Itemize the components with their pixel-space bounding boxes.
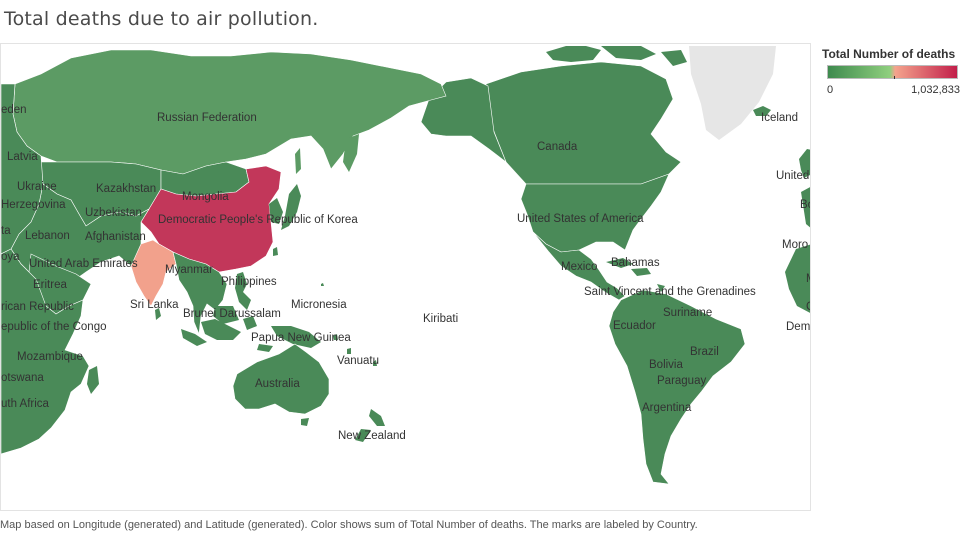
legend-tick [894,76,895,79]
country-india[interactable] [130,239,177,307]
label-brunei: Brunei Darussalam [183,308,281,320]
label-paraguay: Paraguay [657,375,706,387]
label-herzegovina: Herzegovina [1,199,66,211]
label-png: Papua New Guinea [251,332,351,344]
label-dem: Dem [786,321,810,333]
country-iceland[interactable] [753,106,771,116]
label-latvia: Latvia [7,151,38,163]
label-lebanon: Lebanon [25,230,70,242]
label-canada: Canada [537,141,578,153]
pacific-islands[interactable] [321,283,377,366]
country-australia[interactable] [232,343,330,415]
label-b-partial: Bo [800,199,811,211]
label-sri-lanka: Sri Lanka [130,299,179,311]
caribbean-islands[interactable] [606,258,665,292]
label-bolivia: Bolivia [649,359,683,371]
legend: Total Number of deaths [822,47,962,79]
legend-title: Total Number of deaths [822,47,956,61]
label-afghanistan: Afghanistan [85,231,146,243]
legend-color-bar[interactable] [827,65,958,79]
label-eritrea: Eritrea [33,279,67,291]
label-c-partial: C [806,301,811,313]
country-southeast-asia[interactable] [172,251,228,336]
label-brazil: Brazil [690,346,719,358]
label-mexico: Mexico [561,261,597,273]
country-japan[interactable] [281,184,301,230]
legend-min: 0 [827,84,834,96]
country-png[interactable] [271,326,321,348]
label-usa: United States of America [517,213,644,225]
label-saint-vincent: Saint Vincent and the Grenadines [584,286,756,298]
country-tasmania[interactable] [301,418,309,426]
label-bahamas: Bahamas [611,257,660,269]
legend-max: 1,032,833 [911,84,960,96]
label-philippines: Philippines [221,276,277,288]
label-kazakhstan: Kazakhstan [96,183,156,195]
label-iceland: Iceland [761,112,798,124]
label-dprk: Democratic People's Republic of Korea [158,214,358,226]
country-alaska[interactable] [420,77,507,163]
country-philippines[interactable] [235,272,251,310]
label-mongolia: Mongolia [182,191,229,203]
label-mozambique: Mozambique [17,351,83,363]
country-canada[interactable] [485,61,682,185]
label-uae: United Arab Emirates [29,258,138,270]
label-south-africa: uth Africa [1,398,50,410]
country-taiwan[interactable] [273,247,278,256]
country-uk-right[interactable] [799,149,811,178]
country-sri-lanka[interactable] [155,308,161,320]
country-korea[interactable] [269,198,283,224]
label-united: United [776,170,809,182]
country-europe-right[interactable] [801,186,811,229]
country-africa[interactable] [1,248,90,455]
label-ukraine: Ukraine [17,181,57,193]
country-new-zealand[interactable] [355,409,385,442]
country-labels: Russian Federation Canada Iceland United Bo L… [1,104,811,442]
country-africa-right[interactable] [785,244,811,314]
label-eden: eden [1,104,27,116]
label-vanuatu: Vanuatu [337,355,379,367]
label-rican-republic: rican Republic [1,301,74,313]
country-madagascar[interactable] [87,366,99,394]
label-ta: ta [1,225,11,237]
label-ecuador: Ecuador [613,320,656,332]
arctic-islands[interactable] [546,46,687,66]
label-kiribati: Kiribati [423,313,458,325]
label-argentina: Argentina [642,402,692,414]
country-sakhalin[interactable] [295,148,301,174]
label-m-partial: M [806,273,811,285]
kamchatka[interactable] [343,134,359,172]
label-myanmar: Myanmar [165,264,213,276]
label-russian-federation: Russian Federation [157,112,257,124]
label-uzbekistan: Uzbekistan [85,207,142,219]
country-south-america[interactable] [608,289,746,485]
map-svg[interactable]: Russian Federation Canada Iceland United Bo L… [1,44,811,511]
map-view[interactable]: Russian Federation Canada Iceland United Bo L… [0,43,811,511]
greenland-shape[interactable] [689,46,776,140]
chart-title: Total deaths due to air pollution. [4,8,319,30]
country-indonesia[interactable] [181,306,273,352]
label-moro: Moro [782,239,808,251]
label-botswana: otswana [1,372,44,384]
label-oya: oya [1,251,20,263]
label-congo: epublic of the Congo [1,321,107,333]
label-micronesia: Micronesia [291,299,347,311]
label-suriname: Suriname [663,307,712,319]
label-australia: Australia [255,378,300,390]
country-mexico[interactable] [532,231,626,301]
footnote: Map based on Longitude (generated) and L… [0,519,698,531]
label-new-zealand: New Zealand [338,430,406,442]
